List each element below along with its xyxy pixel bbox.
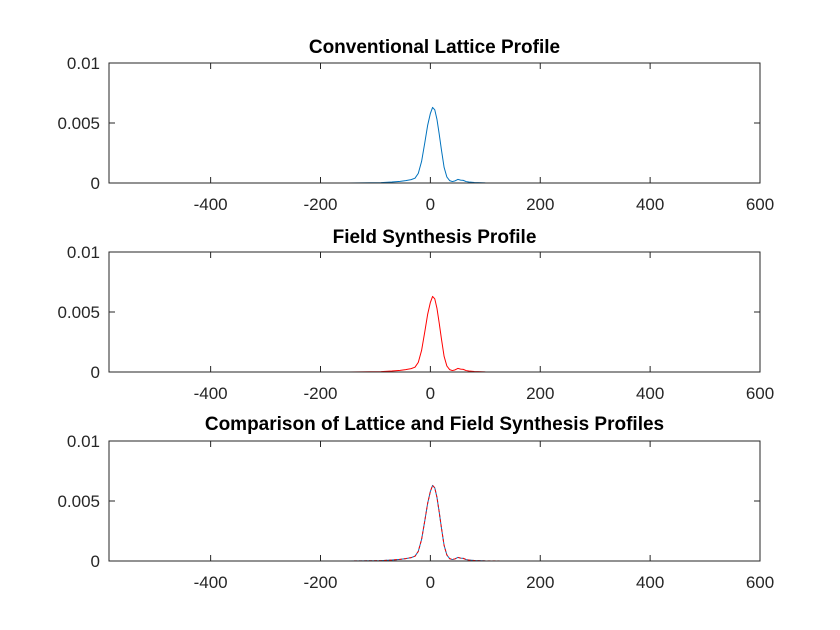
x-tick-label: 600 [746,384,774,403]
subplot-3: Comparison of Lattice and Field Synthesi… [57,414,774,592]
subplot-2: Field Synthesis Profile -400 -200 0 200 400 60… [57,227,774,403]
x-tick-label: 0 [426,573,435,592]
y-tick-label: 0.005 [57,114,100,133]
subplots: Conventional Lattice Profile -400 -200 0 200… [57,37,774,592]
chart-title: Comparison of Lattice and Field Synthesi… [205,414,664,435]
y-tick-label: 0 [91,363,100,382]
y-tick-label: 0.01 [67,54,100,73]
x-tick-label: 600 [746,195,774,214]
chart-title: Conventional Lattice Profile [309,37,560,58]
x-tick-label: 600 [746,573,774,592]
x-tick-label: -400 [194,195,228,214]
y-tick-label: 0 [91,174,100,193]
series-line-2 [109,484,760,561]
x-tick-label: 200 [526,195,554,214]
y-tick-label: 0 [91,552,100,571]
series-line-1 [109,295,760,372]
x-tick-label: 400 [636,573,664,592]
chart-title: Field Synthesis Profile [333,227,537,248]
x-tick-label: 0 [426,384,435,403]
x-tick-label: 200 [526,573,554,592]
y-tick-label: 0.01 [67,432,100,451]
x-tick-label: -200 [303,195,337,214]
y-tick-label: 0.005 [57,492,100,511]
x-tick-label: 400 [636,384,664,403]
y-tick-label: 0.005 [57,303,100,322]
x-tick-label: -400 [194,384,228,403]
x-tick-label: 0 [426,195,435,214]
x-tick-label: 200 [526,384,554,403]
x-tick-label: -200 [303,573,337,592]
y-tick-label: 0.01 [67,243,100,262]
subplot-1: Conventional Lattice Profile -400 -200 0 200… [57,37,774,214]
x-tick-label: -400 [194,573,228,592]
x-tick-label: 400 [636,195,664,214]
series-line-1 [109,106,760,183]
x-tick-label: -200 [303,384,337,403]
